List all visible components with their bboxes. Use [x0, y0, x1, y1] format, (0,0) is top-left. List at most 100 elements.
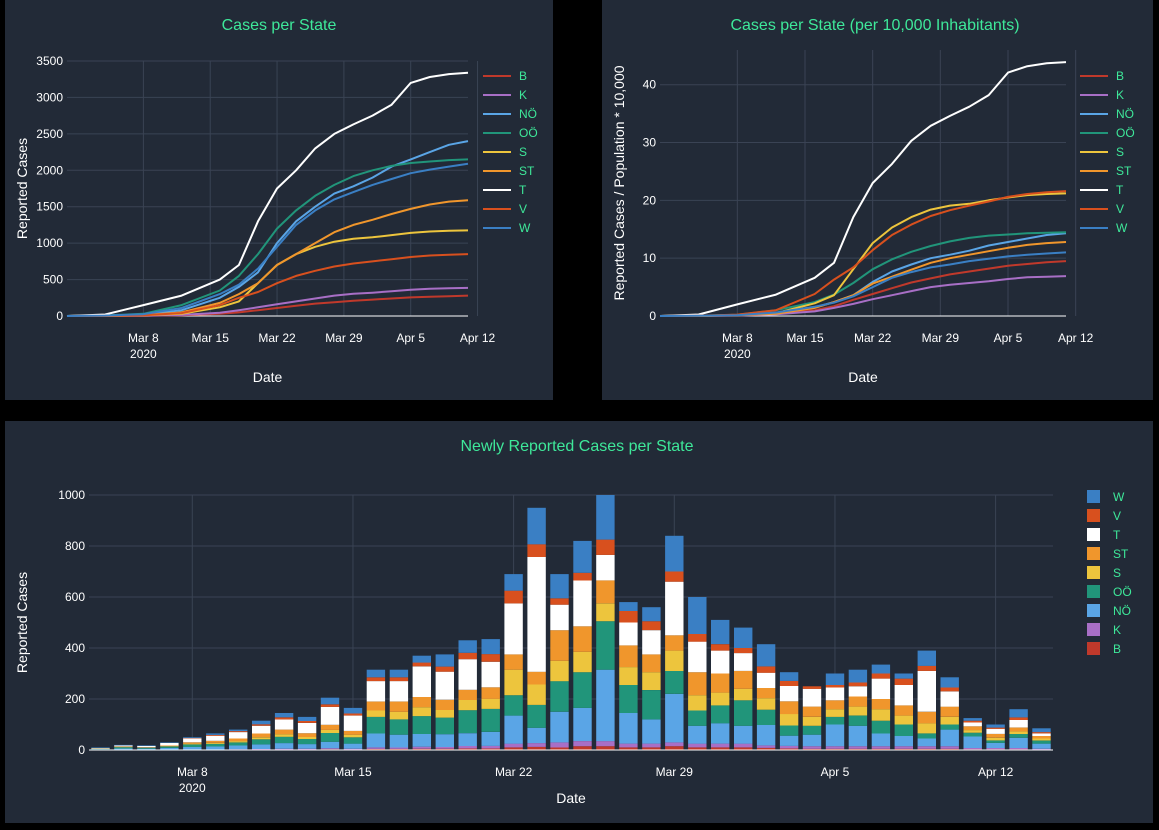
- bar-segment-V: [389, 677, 409, 682]
- bar-segment-K: [320, 748, 340, 750]
- bar-segment-OÖ: [206, 743, 225, 747]
- bar-segment-W: [550, 574, 569, 599]
- bar-segment-NÖ: [573, 707, 592, 741]
- bar-segment-V: [802, 686, 822, 689]
- x-axis-title: Date: [848, 369, 878, 385]
- bar-segment-S: [229, 741, 248, 743]
- bar-segment-NÖ: [366, 733, 386, 748]
- bar-segment-T: [894, 685, 913, 706]
- bar-segment-ST: [1032, 736, 1051, 739]
- x-tick-label: Apr 12: [978, 765, 1014, 779]
- y-tick-label: 30: [643, 136, 657, 150]
- bar-segment-V: [963, 720, 982, 723]
- bar-segment-K: [343, 748, 363, 750]
- bar-segment-OÖ: [986, 740, 1005, 743]
- bar-segment-OÖ: [711, 705, 730, 724]
- series-line-W: [659, 251, 1067, 317]
- bar-segment-W: [160, 742, 179, 743]
- bar-segment-K: [274, 748, 294, 750]
- bar-segment-W: [665, 535, 684, 572]
- bar-segment-B: [665, 746, 684, 750]
- bar-segment-B: [550, 747, 569, 750]
- bar-segment-K: [229, 749, 248, 750]
- bar-segment-W: [1009, 709, 1028, 718]
- bar-segment-ST: [114, 746, 133, 747]
- bar-segment-ST: [894, 705, 913, 716]
- bar-segment-S: [274, 734, 294, 737]
- legend-swatch-OÖ: [1087, 585, 1100, 598]
- bar-segment-W: [779, 672, 799, 681]
- series-line-W: [66, 162, 469, 317]
- bar-segment-V: [366, 677, 386, 682]
- legend-label-V: V: [1116, 202, 1124, 216]
- bar-segment-OÖ: [550, 681, 569, 712]
- legend-label-K: K: [1113, 623, 1121, 637]
- bar-segment-W: [458, 640, 477, 653]
- bar-segment-B: [527, 746, 546, 750]
- bar-segment-B: [435, 748, 454, 750]
- legend-swatch-S: [1087, 566, 1100, 579]
- bar-segment-W: [756, 644, 776, 667]
- bar-segment-W: [183, 737, 202, 739]
- bar-segment-W: [504, 574, 523, 591]
- bar-segment-T: [940, 691, 959, 707]
- legend-label-W: W: [519, 221, 531, 235]
- bar-segment-NÖ: [274, 743, 294, 749]
- bar-segment-S: [871, 709, 891, 721]
- series-line-V: [659, 190, 1067, 317]
- bar-segment-NÖ: [848, 725, 868, 747]
- series-line-T: [66, 71, 469, 317]
- bar-segment-S: [550, 660, 569, 682]
- bar-segment-V: [756, 666, 776, 673]
- bar-segment-ST: [504, 654, 523, 670]
- bar-segment-W: [320, 697, 340, 705]
- bar-segment-S: [297, 737, 317, 739]
- bar-segment-S: [802, 716, 822, 726]
- legend-label-B: B: [519, 69, 527, 83]
- chart-title: Newly Reported Cases per State: [461, 438, 694, 455]
- bar-segment-V: [206, 735, 225, 736]
- bar-segment-V: [779, 680, 799, 686]
- legend-label-T: T: [1113, 528, 1121, 542]
- bar-segment-ST: [665, 635, 684, 651]
- bar-segment-V: [527, 544, 546, 557]
- bar-segment-B: [573, 746, 592, 750]
- bar-segment-NÖ: [1009, 737, 1028, 748]
- bar-segment-NÖ: [435, 734, 454, 747]
- bar-segment-B: [458, 748, 477, 750]
- bar-segment-S: [596, 603, 615, 622]
- bar-segment-B: [596, 746, 615, 750]
- bar-segment-T: [206, 735, 225, 741]
- bar-segment-NÖ: [183, 746, 202, 750]
- x-tick-label: Apr 5: [994, 331, 1023, 345]
- series-line-ST: [659, 241, 1067, 317]
- bar-segment-ST: [366, 701, 386, 711]
- bar-segment-NÖ: [871, 733, 891, 747]
- y-tick-label: 1500: [36, 200, 63, 214]
- bar-segment-T: [91, 748, 110, 749]
- chart-title: Cases per State (per 10,000 Inhabitants): [730, 17, 1019, 34]
- bar-segment-T: [412, 666, 431, 697]
- bar-segment-W: [940, 677, 959, 688]
- bar-segment-W: [917, 650, 936, 666]
- bar-segment-S: [366, 710, 386, 717]
- bar-segment-T: [802, 688, 822, 707]
- bar-segment-V: [550, 598, 569, 605]
- bar-segment-NÖ: [825, 724, 845, 747]
- legend-label-NÖ: NÖ: [519, 107, 537, 121]
- x-tick-label: Apr 5: [396, 331, 425, 345]
- bar-segment-W: [252, 720, 271, 725]
- bar-segment-K: [940, 746, 959, 749]
- bar-segment-V: [642, 621, 661, 631]
- bar-segment-K: [527, 743, 546, 747]
- x-tick-label: Mar 29: [325, 331, 363, 345]
- series-line-T: [659, 61, 1067, 317]
- bar-segment-T: [160, 742, 179, 746]
- bar-segment-K: [1032, 748, 1051, 750]
- bar-segment-B: [871, 748, 891, 750]
- bar-segment-V: [1032, 732, 1051, 734]
- bar-segment-S: [756, 698, 776, 710]
- bar-segment-NÖ: [504, 715, 523, 744]
- bar-segment-ST: [550, 630, 569, 661]
- bar-segment-K: [848, 746, 868, 749]
